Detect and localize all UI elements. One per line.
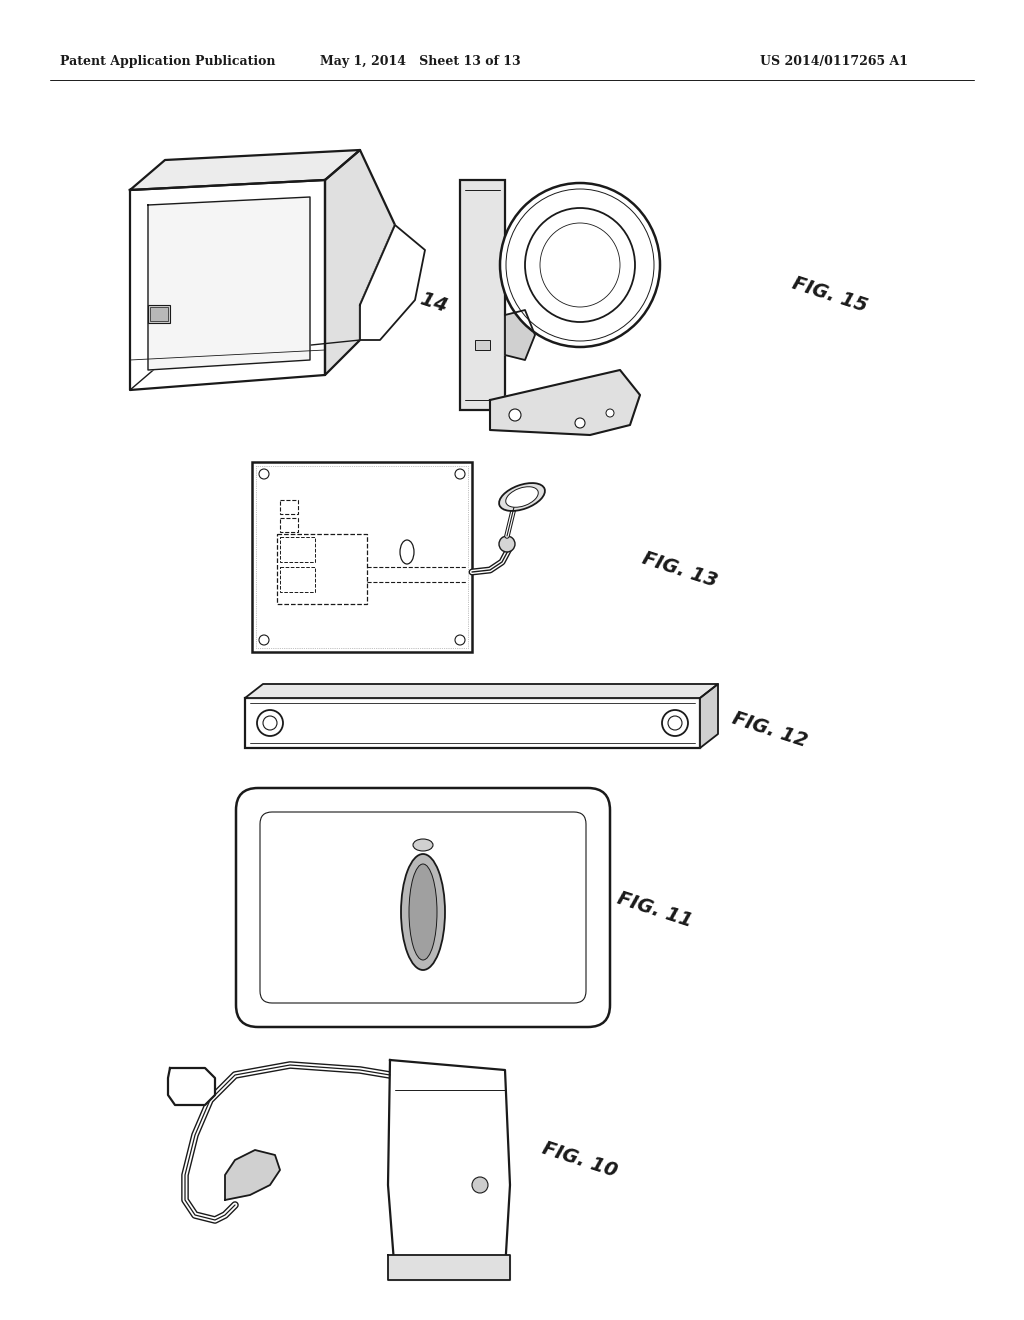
Bar bbox=[245, 698, 700, 748]
Text: FIG. 15: FIG. 15 bbox=[790, 275, 870, 315]
Polygon shape bbox=[388, 1060, 510, 1275]
Circle shape bbox=[472, 1177, 488, 1193]
Text: May 1, 2014   Sheet 13 of 13: May 1, 2014 Sheet 13 of 13 bbox=[319, 55, 520, 69]
Text: FIG. 13: FIG. 13 bbox=[640, 549, 720, 591]
Ellipse shape bbox=[525, 209, 635, 322]
Polygon shape bbox=[148, 197, 310, 370]
Circle shape bbox=[257, 710, 283, 737]
Text: FIG. 10: FIG. 10 bbox=[540, 1139, 621, 1181]
Circle shape bbox=[263, 715, 278, 730]
Text: Patent Application Publication: Patent Application Publication bbox=[60, 55, 275, 69]
Text: US 2014/0117265 A1: US 2014/0117265 A1 bbox=[760, 55, 908, 69]
Polygon shape bbox=[225, 1150, 280, 1200]
Bar bbox=[280, 500, 298, 513]
Circle shape bbox=[499, 536, 515, 552]
Polygon shape bbox=[490, 370, 640, 436]
Bar bbox=[280, 517, 298, 532]
Polygon shape bbox=[505, 310, 535, 360]
Polygon shape bbox=[130, 180, 325, 389]
Circle shape bbox=[455, 469, 465, 479]
Polygon shape bbox=[700, 684, 718, 748]
Ellipse shape bbox=[500, 183, 660, 347]
Ellipse shape bbox=[413, 840, 433, 851]
Circle shape bbox=[575, 418, 585, 428]
Text: FIG. 12: FIG. 12 bbox=[730, 709, 810, 751]
Ellipse shape bbox=[401, 854, 445, 970]
FancyBboxPatch shape bbox=[260, 812, 586, 1003]
Bar bbox=[150, 308, 168, 321]
Polygon shape bbox=[245, 684, 718, 698]
Bar bbox=[256, 466, 468, 648]
Bar bbox=[278, 535, 367, 605]
Text: FIG. 14: FIG. 14 bbox=[370, 275, 451, 315]
Circle shape bbox=[662, 710, 688, 737]
Ellipse shape bbox=[499, 483, 545, 511]
Ellipse shape bbox=[409, 865, 437, 960]
Circle shape bbox=[606, 409, 614, 417]
Polygon shape bbox=[388, 1255, 510, 1280]
Ellipse shape bbox=[400, 540, 414, 564]
Polygon shape bbox=[360, 224, 425, 341]
Bar bbox=[280, 568, 315, 591]
Polygon shape bbox=[168, 1068, 215, 1105]
Ellipse shape bbox=[506, 487, 539, 507]
Bar bbox=[148, 305, 170, 323]
Circle shape bbox=[455, 635, 465, 645]
Text: FIG. 11: FIG. 11 bbox=[615, 888, 695, 931]
Circle shape bbox=[259, 469, 269, 479]
Bar bbox=[460, 180, 505, 411]
Bar bbox=[280, 537, 315, 562]
Bar bbox=[475, 341, 490, 350]
Circle shape bbox=[259, 635, 269, 645]
Bar bbox=[252, 462, 472, 652]
Circle shape bbox=[668, 715, 682, 730]
Circle shape bbox=[509, 409, 521, 421]
Polygon shape bbox=[325, 150, 395, 375]
Polygon shape bbox=[130, 150, 360, 190]
FancyBboxPatch shape bbox=[236, 788, 610, 1027]
